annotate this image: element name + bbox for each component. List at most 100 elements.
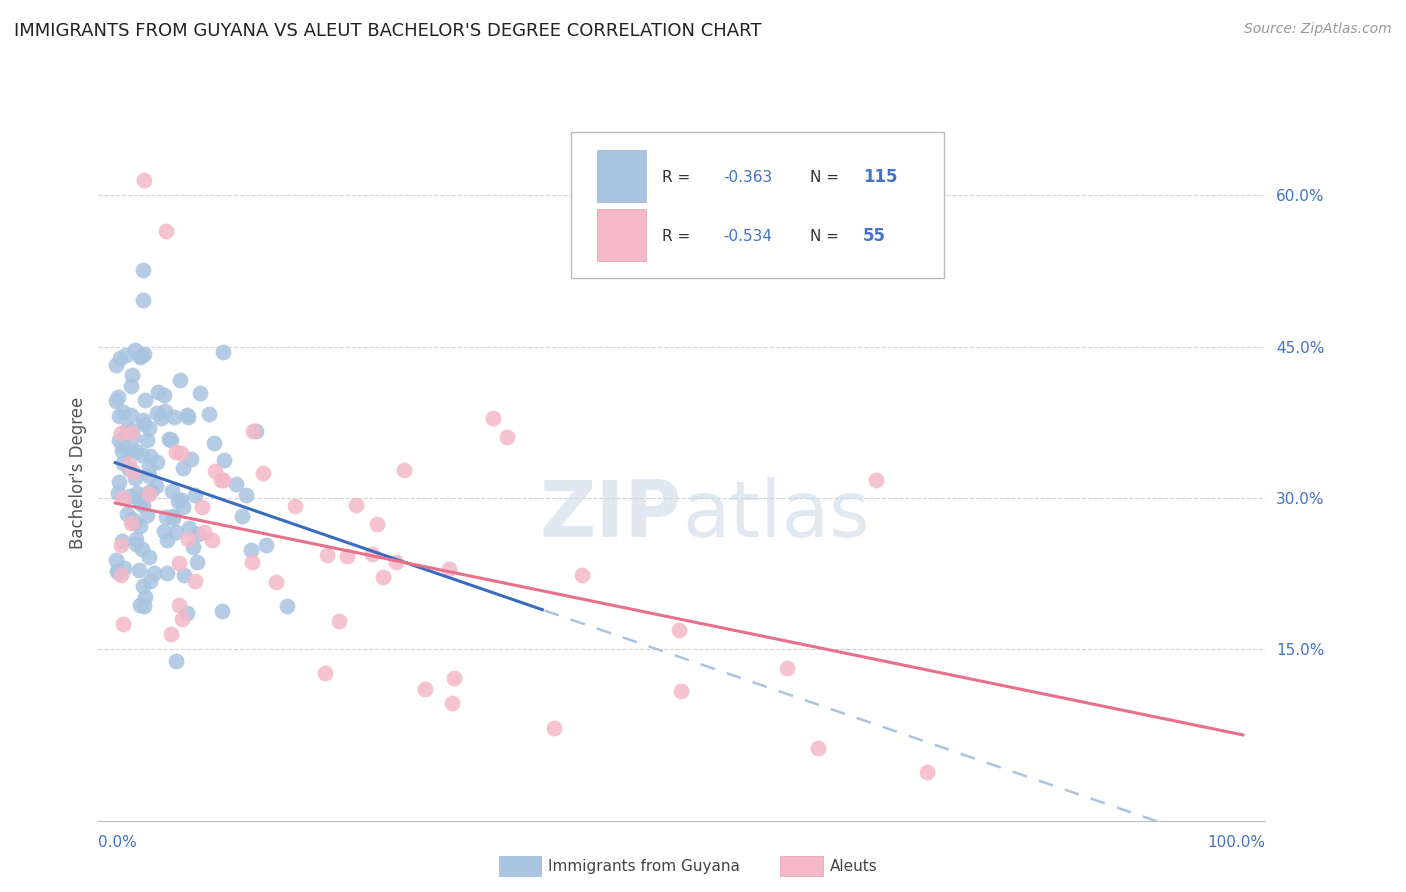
Point [112, 405, 135, 419]
Point [122, 465, 145, 479]
Text: 55: 55 [863, 227, 886, 245]
Point [177, 532, 200, 546]
Point [166, 444, 188, 458]
Text: -0.534: -0.534 [723, 228, 772, 244]
Point [441, 696, 464, 710]
Text: Source: ZipAtlas.com: Source: ZipAtlas.com [1244, 22, 1392, 37]
Point [139, 449, 162, 463]
Point [138, 469, 160, 483]
Point [125, 443, 148, 458]
Point [145, 478, 167, 492]
Point [117, 422, 139, 436]
Point [108, 409, 131, 423]
Point [915, 765, 938, 780]
Point [132, 413, 155, 427]
Point [336, 549, 359, 563]
Point [190, 386, 212, 401]
Point [180, 452, 202, 467]
Text: atlas: atlas [682, 476, 869, 552]
Point [142, 566, 165, 580]
Point [111, 456, 134, 470]
Point [162, 511, 184, 525]
Point [134, 590, 156, 604]
Point [118, 457, 141, 471]
Point [344, 498, 367, 512]
Point [121, 423, 143, 437]
Point [187, 527, 209, 541]
Point [225, 476, 247, 491]
Text: 115: 115 [863, 168, 897, 186]
Point [242, 424, 264, 438]
Point [128, 563, 150, 577]
Point [120, 516, 142, 530]
Point [181, 540, 204, 554]
Point [131, 494, 153, 508]
Point [138, 421, 160, 435]
Point [115, 426, 138, 441]
Point [118, 489, 141, 503]
Point [107, 486, 129, 500]
Point [170, 493, 193, 508]
Point [167, 598, 190, 612]
Point [283, 499, 305, 513]
Point [172, 461, 194, 475]
Point [155, 509, 177, 524]
Point [385, 555, 408, 569]
Point [314, 665, 336, 680]
Text: Immigrants from Guyana: Immigrants from Guyana [548, 859, 740, 873]
Point [156, 533, 179, 548]
Bar [596, 209, 645, 261]
Point [121, 368, 143, 382]
Point [138, 459, 160, 474]
Point [105, 359, 128, 373]
Point [165, 524, 187, 539]
Point [107, 565, 129, 579]
Point [212, 345, 235, 359]
Point [118, 462, 141, 476]
Text: 100.0%: 100.0% [1208, 836, 1265, 850]
Point [128, 350, 150, 364]
Point [131, 262, 153, 277]
Point [120, 425, 142, 440]
Point [124, 343, 146, 357]
Point [111, 491, 134, 506]
Point [392, 463, 415, 477]
Text: 0.0%: 0.0% [98, 836, 138, 850]
Point [252, 467, 274, 481]
Bar [596, 150, 645, 202]
Point [153, 524, 176, 539]
Point [176, 408, 198, 422]
Point [139, 574, 162, 588]
Point [256, 538, 278, 552]
Point [172, 500, 194, 514]
Point [198, 407, 221, 421]
Point [170, 446, 193, 460]
Point [177, 520, 200, 534]
Point [129, 491, 152, 506]
Point [437, 562, 460, 576]
Point [121, 511, 143, 525]
Point [443, 672, 465, 686]
Point [114, 348, 136, 362]
Point [155, 224, 177, 238]
Point [413, 682, 436, 697]
Point [146, 384, 169, 399]
Point [668, 624, 690, 638]
Text: R =: R = [662, 228, 695, 244]
Point [169, 556, 191, 570]
Point [162, 509, 184, 524]
Point [132, 173, 155, 187]
Point [145, 406, 167, 420]
Point [482, 410, 505, 425]
Point [865, 474, 887, 488]
Point [149, 410, 172, 425]
Point [134, 347, 156, 361]
Point [122, 430, 145, 444]
Point [128, 519, 150, 533]
Point [129, 349, 152, 363]
Point [105, 564, 128, 578]
Point [111, 534, 134, 549]
Point [132, 579, 155, 593]
Point [177, 410, 200, 425]
Point [496, 430, 519, 444]
